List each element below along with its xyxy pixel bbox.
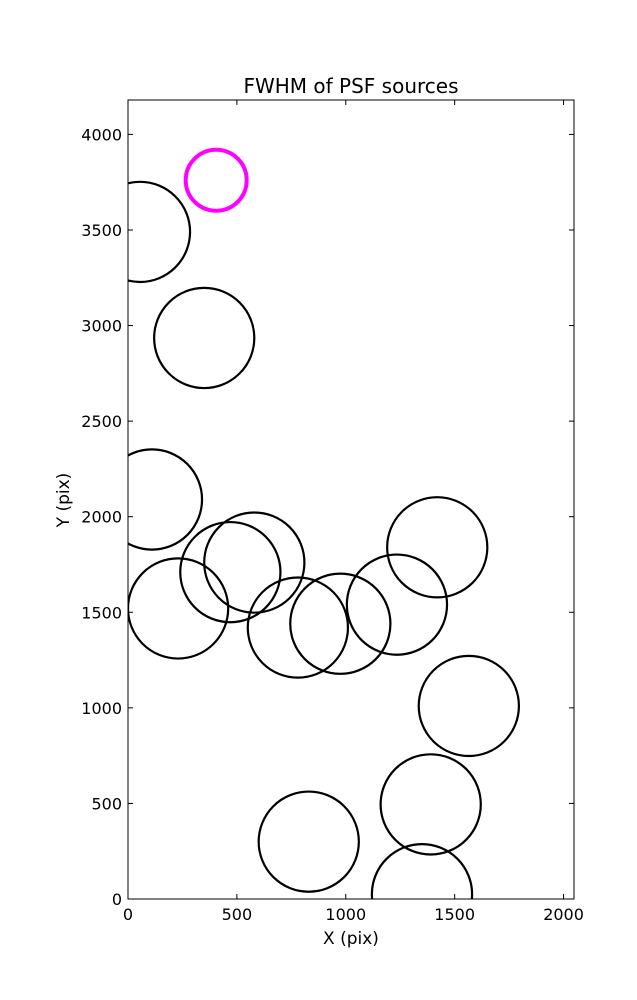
psf-source-circle [153,286,256,390]
psf-source-circle [417,654,521,758]
y-tick-label: 1000 [81,699,122,718]
psf-source-circle [203,511,306,614]
y-tick-label: 3500 [81,221,122,240]
y-tick-label: 1500 [81,603,122,622]
plot-frame [127,99,575,900]
psf-source-circle [128,557,230,660]
axes-layer: 0 500 1000 1500 2000 0 500 1000 1500 2000 2500 3000… [81,100,584,924]
x-tick-label: 2000 [543,905,584,924]
x-tick-label: 0 [123,905,133,924]
psf-source-circle [128,180,192,284]
psf-source-circle [386,496,489,599]
chart-title: FWHM of PSF sources [243,74,458,98]
highlight-source-circle [183,147,249,213]
psf-source-circle [345,553,449,656]
x-axis-label: X (pix) [323,929,379,949]
x-tick-label: 500 [222,905,253,924]
y-tick-label: 2000 [81,508,122,527]
psf-source-circle [128,448,204,551]
y-tick-label: 3000 [81,317,122,336]
y-tick-label: 0 [112,890,122,909]
psf-source-circle [257,790,360,893]
y-tick-label: 500 [91,794,122,813]
x-tick-label: 1500 [434,905,475,924]
psf-source-circle [289,572,392,675]
psf-source-circle [370,843,474,899]
y-tick-label: 4000 [81,125,122,144]
y-tick-label: 2500 [81,412,122,431]
psf-source-circle [246,576,350,679]
psf-source-circle [179,520,282,624]
data-layer [128,147,521,899]
psf-source-circle [379,753,482,856]
y-axis-label: Y (pix) [54,473,74,529]
x-tick-label: 1000 [325,905,366,924]
